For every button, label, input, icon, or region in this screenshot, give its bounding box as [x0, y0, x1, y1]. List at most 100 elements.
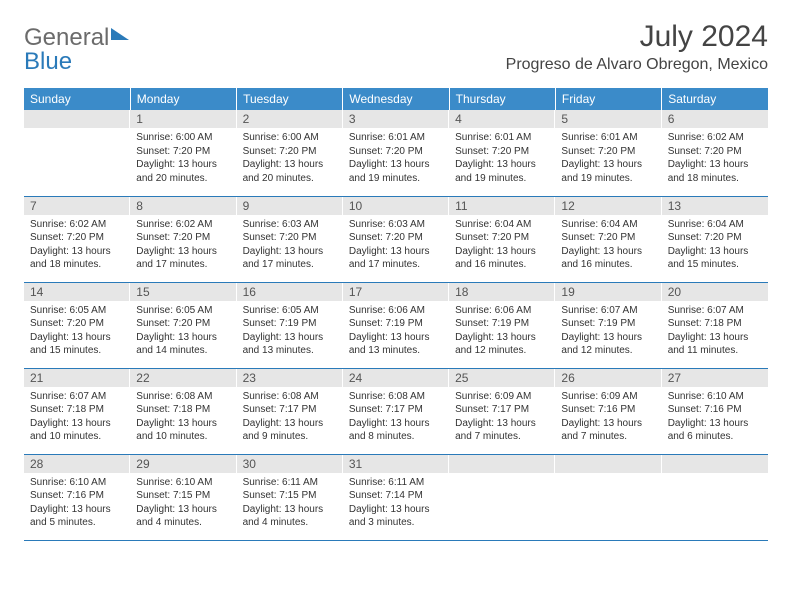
day-number: 17	[343, 283, 449, 301]
daylight-text: Daylight: 13 hours and 19 minutes.	[561, 158, 655, 185]
sunset-text: Sunset: 7:14 PM	[349, 489, 443, 503]
day-details: Sunrise: 6:11 AMSunset: 7:14 PMDaylight:…	[343, 473, 449, 536]
day-details: Sunrise: 6:01 AMSunset: 7:20 PMDaylight:…	[449, 128, 555, 191]
day-number-empty	[555, 455, 661, 473]
daylight-text: Daylight: 13 hours and 10 minutes.	[30, 417, 124, 444]
day-number: 1	[130, 110, 236, 128]
calendar-cell: 17Sunrise: 6:06 AMSunset: 7:19 PMDayligh…	[343, 282, 449, 368]
sunset-text: Sunset: 7:17 PM	[243, 403, 337, 417]
daylight-text: Daylight: 13 hours and 18 minutes.	[30, 245, 124, 272]
sunset-text: Sunset: 7:20 PM	[30, 231, 124, 245]
daylight-text: Daylight: 13 hours and 5 minutes.	[30, 503, 124, 530]
logo-text-blue: Blue	[24, 50, 129, 74]
day-number: 4	[449, 110, 555, 128]
weekday-header: Monday	[130, 88, 236, 110]
sunrise-text: Sunrise: 6:09 AM	[455, 390, 549, 404]
weekday-header: Saturday	[662, 88, 768, 110]
sunrise-text: Sunrise: 6:07 AM	[30, 390, 124, 404]
sunset-text: Sunset: 7:17 PM	[349, 403, 443, 417]
calendar-cell: 9Sunrise: 6:03 AMSunset: 7:20 PMDaylight…	[237, 196, 343, 282]
daylight-text: Daylight: 13 hours and 20 minutes.	[243, 158, 337, 185]
calendar-cell: 30Sunrise: 6:11 AMSunset: 7:15 PMDayligh…	[237, 454, 343, 540]
day-number-empty	[449, 455, 555, 473]
sunset-text: Sunset: 7:16 PM	[668, 403, 762, 417]
day-details: Sunrise: 6:11 AMSunset: 7:15 PMDaylight:…	[237, 473, 343, 536]
sunset-text: Sunset: 7:19 PM	[455, 317, 549, 331]
sunset-text: Sunset: 7:20 PM	[349, 145, 443, 159]
sunset-text: Sunset: 7:16 PM	[561, 403, 655, 417]
sunset-text: Sunset: 7:19 PM	[243, 317, 337, 331]
day-details: Sunrise: 6:10 AMSunset: 7:15 PMDaylight:…	[130, 473, 236, 536]
month-title: July 2024	[506, 20, 768, 54]
sunrise-text: Sunrise: 6:06 AM	[455, 304, 549, 318]
day-number: 29	[130, 455, 236, 473]
day-details: Sunrise: 6:07 AMSunset: 7:18 PMDaylight:…	[662, 301, 768, 364]
sunrise-text: Sunrise: 6:02 AM	[30, 218, 124, 232]
sunset-text: Sunset: 7:18 PM	[136, 403, 230, 417]
sunrise-text: Sunrise: 6:07 AM	[668, 304, 762, 318]
sunset-text: Sunset: 7:18 PM	[668, 317, 762, 331]
sunrise-text: Sunrise: 6:09 AM	[561, 390, 655, 404]
logo-triangle-icon	[111, 28, 129, 40]
calendar-cell: 25Sunrise: 6:09 AMSunset: 7:17 PMDayligh…	[449, 368, 555, 454]
day-number: 2	[237, 110, 343, 128]
sunset-text: Sunset: 7:17 PM	[455, 403, 549, 417]
title-block: July 2024 Progreso de Alvaro Obregon, Me…	[506, 20, 768, 74]
day-number: 23	[237, 369, 343, 387]
calendar-cell: 20Sunrise: 6:07 AMSunset: 7:18 PMDayligh…	[662, 282, 768, 368]
sunrise-text: Sunrise: 6:02 AM	[136, 218, 230, 232]
sunset-text: Sunset: 7:20 PM	[243, 145, 337, 159]
sunset-text: Sunset: 7:20 PM	[561, 145, 655, 159]
calendar-cell: 18Sunrise: 6:06 AMSunset: 7:19 PMDayligh…	[449, 282, 555, 368]
sunrise-text: Sunrise: 6:10 AM	[668, 390, 762, 404]
day-details: Sunrise: 6:07 AMSunset: 7:19 PMDaylight:…	[555, 301, 661, 364]
weekday-header: Thursday	[449, 88, 555, 110]
day-details: Sunrise: 6:10 AMSunset: 7:16 PMDaylight:…	[24, 473, 130, 536]
day-details: Sunrise: 6:04 AMSunset: 7:20 PMDaylight:…	[555, 215, 661, 278]
daylight-text: Daylight: 13 hours and 8 minutes.	[349, 417, 443, 444]
sunrise-text: Sunrise: 6:00 AM	[136, 131, 230, 145]
daylight-text: Daylight: 13 hours and 19 minutes.	[455, 158, 549, 185]
calendar-week-row: 7Sunrise: 6:02 AMSunset: 7:20 PMDaylight…	[24, 196, 768, 282]
day-details: Sunrise: 6:04 AMSunset: 7:20 PMDaylight:…	[662, 215, 768, 278]
sunrise-text: Sunrise: 6:00 AM	[243, 131, 337, 145]
day-number: 16	[237, 283, 343, 301]
day-details: Sunrise: 6:02 AMSunset: 7:20 PMDaylight:…	[24, 215, 130, 278]
day-details: Sunrise: 6:07 AMSunset: 7:18 PMDaylight:…	[24, 387, 130, 450]
calendar-cell: 19Sunrise: 6:07 AMSunset: 7:19 PMDayligh…	[555, 282, 661, 368]
sunrise-text: Sunrise: 6:01 AM	[349, 131, 443, 145]
weekday-header: Tuesday	[237, 88, 343, 110]
sunset-text: Sunset: 7:20 PM	[136, 231, 230, 245]
calendar-cell: 24Sunrise: 6:08 AMSunset: 7:17 PMDayligh…	[343, 368, 449, 454]
sunrise-text: Sunrise: 6:08 AM	[349, 390, 443, 404]
daylight-text: Daylight: 13 hours and 20 minutes.	[136, 158, 230, 185]
sunset-text: Sunset: 7:20 PM	[136, 145, 230, 159]
day-number: 28	[24, 455, 130, 473]
calendar-cell: 5Sunrise: 6:01 AMSunset: 7:20 PMDaylight…	[555, 110, 661, 196]
weekday-header-row: SundayMondayTuesdayWednesdayThursdayFrid…	[24, 88, 768, 110]
sunrise-text: Sunrise: 6:10 AM	[30, 476, 124, 490]
daylight-text: Daylight: 13 hours and 14 minutes.	[136, 331, 230, 358]
day-number: 20	[662, 283, 768, 301]
daylight-text: Daylight: 13 hours and 17 minutes.	[243, 245, 337, 272]
calendar-week-row: 21Sunrise: 6:07 AMSunset: 7:18 PMDayligh…	[24, 368, 768, 454]
daylight-text: Daylight: 13 hours and 13 minutes.	[349, 331, 443, 358]
sunset-text: Sunset: 7:20 PM	[30, 317, 124, 331]
day-details: Sunrise: 6:01 AMSunset: 7:20 PMDaylight:…	[555, 128, 661, 191]
sunrise-text: Sunrise: 6:11 AM	[243, 476, 337, 490]
daylight-text: Daylight: 13 hours and 9 minutes.	[243, 417, 337, 444]
sunset-text: Sunset: 7:20 PM	[561, 231, 655, 245]
daylight-text: Daylight: 13 hours and 16 minutes.	[455, 245, 549, 272]
daylight-text: Daylight: 13 hours and 15 minutes.	[30, 331, 124, 358]
day-number-empty	[24, 110, 130, 128]
day-details: Sunrise: 6:02 AMSunset: 7:20 PMDaylight:…	[130, 215, 236, 278]
day-number: 27	[662, 369, 768, 387]
sunrise-text: Sunrise: 6:11 AM	[349, 476, 443, 490]
day-number: 5	[555, 110, 661, 128]
day-number: 7	[24, 197, 130, 215]
sunrise-text: Sunrise: 6:01 AM	[561, 131, 655, 145]
sunset-text: Sunset: 7:18 PM	[30, 403, 124, 417]
sunrise-text: Sunrise: 6:05 AM	[30, 304, 124, 318]
daylight-text: Daylight: 13 hours and 13 minutes.	[243, 331, 337, 358]
sunset-text: Sunset: 7:15 PM	[243, 489, 337, 503]
